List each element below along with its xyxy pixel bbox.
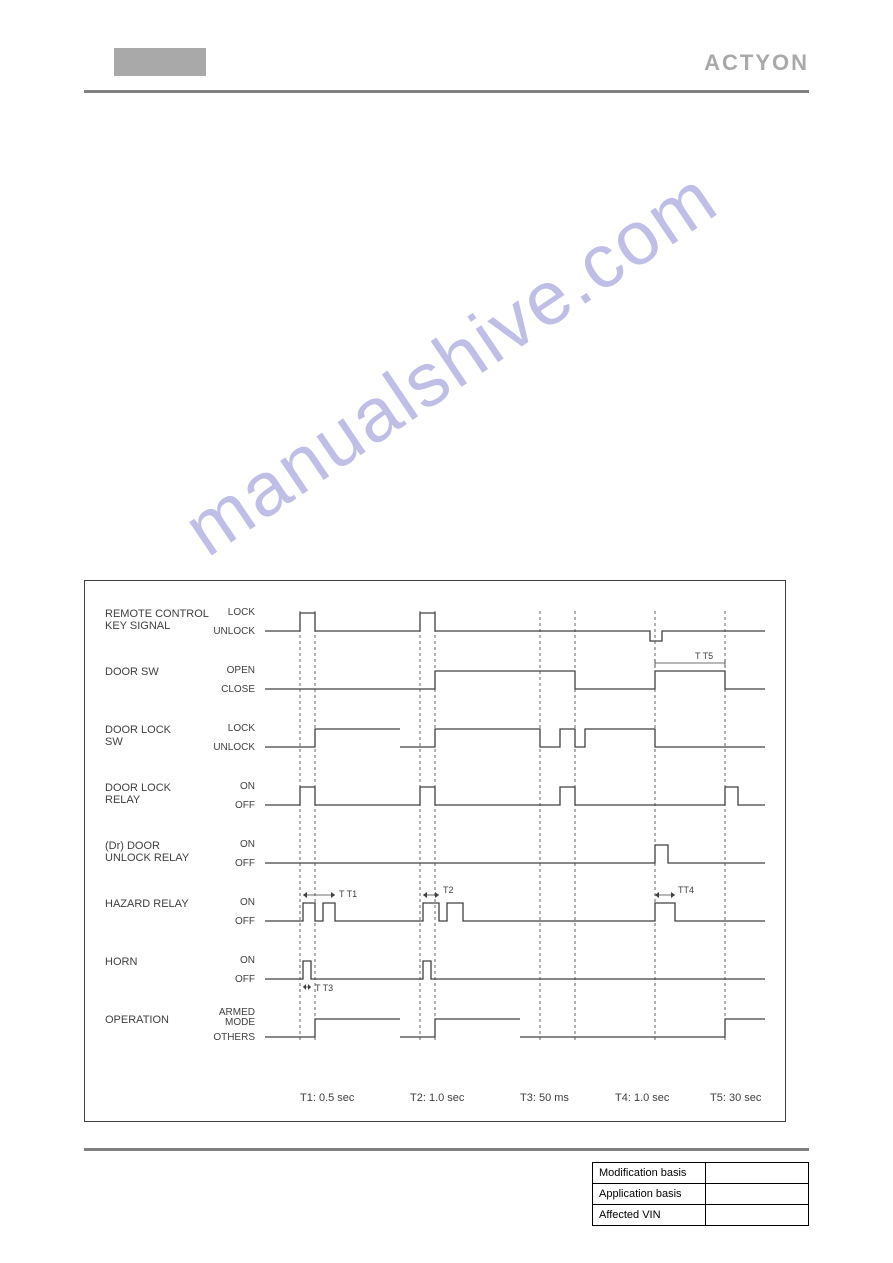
svg-text:ON: ON [240, 839, 255, 850]
svg-text:T3: 50 ms: T3: 50 ms [520, 1092, 569, 1104]
svg-text:ON: ON [240, 955, 255, 966]
svg-text:CLOSE: CLOSE [221, 684, 255, 695]
affected-vin-value [706, 1205, 809, 1226]
svg-text:UNLOCK: UNLOCK [213, 626, 255, 637]
timing-diagram: REMOTE CONTROLKEY SIGNAL LOCK UNLOCK DOOR S… [84, 580, 786, 1122]
mod-basis-value [706, 1163, 809, 1184]
svg-text:T T5: T T5 [695, 651, 713, 661]
brand-logo-text: ACTYON [704, 50, 809, 76]
svg-text:DOOR SW: DOOR SW [105, 666, 159, 678]
svg-text:OTHERS: OTHERS [213, 1032, 255, 1043]
page-header: ACTYON [84, 48, 809, 84]
svg-text:T T1: T T1 [339, 889, 357, 899]
header-rule [84, 90, 809, 93]
svg-text:HAZARD RELAY: HAZARD RELAY [105, 898, 189, 910]
page: ACTYON manualshive.com REMOTE CONTROLKEY… [0, 0, 893, 1263]
app-basis-label: Application basis [593, 1184, 706, 1205]
svg-text:OFF: OFF [235, 974, 255, 985]
svg-text:T1: 0.5 sec: T1: 0.5 sec [300, 1092, 355, 1104]
svg-text:T2: T2 [443, 885, 454, 895]
svg-text:SW: SW [105, 736, 123, 748]
svg-text:ON: ON [240, 781, 255, 792]
svg-text:LOCK: LOCK [228, 723, 256, 734]
svg-text:T2: 1.0 sec: T2: 1.0 sec [410, 1092, 465, 1104]
table-row: Application basis [593, 1184, 809, 1205]
svg-text:DOOR LOCK: DOOR LOCK [105, 724, 172, 736]
app-basis-value [706, 1184, 809, 1205]
svg-text:TT4: TT4 [678, 885, 694, 895]
svg-text:OFF: OFF [235, 858, 255, 869]
svg-text:KEY SIGNAL: KEY SIGNAL [105, 620, 170, 632]
svg-text:DOOR LOCK: DOOR LOCK [105, 782, 172, 794]
svg-text:REMOTE CONTROL: REMOTE CONTROL [105, 608, 209, 620]
svg-text:LOCK: LOCK [228, 607, 256, 618]
affected-vin-label: Affected VIN [593, 1205, 706, 1226]
svg-text:ON: ON [240, 897, 255, 908]
svg-text:OFF: OFF [235, 800, 255, 811]
svg-text:T4: 1.0 sec: T4: 1.0 sec [615, 1092, 670, 1104]
svg-text:HORN: HORN [105, 956, 137, 968]
svg-text:T5: 30 sec: T5: 30 sec [710, 1092, 762, 1104]
table-row: Modification basis [593, 1163, 809, 1184]
svg-text:MODE: MODE [225, 1017, 255, 1028]
svg-text:RELAY: RELAY [105, 794, 141, 806]
svg-text:OPERATION: OPERATION [105, 1014, 169, 1026]
svg-text:OFF: OFF [235, 916, 255, 927]
svg-text:T T3: T T3 [315, 983, 333, 993]
table-row: Affected VIN [593, 1205, 809, 1226]
modification-table: Modification basis Application basis Aff… [592, 1162, 809, 1226]
mod-basis-label: Modification basis [593, 1163, 706, 1184]
watermark: manualshive.com [169, 154, 733, 574]
header-grey-tab [114, 48, 206, 76]
svg-text:UNLOCK: UNLOCK [213, 742, 255, 753]
svg-text:(Dr) DOOR: (Dr) DOOR [105, 840, 160, 852]
svg-text:UNLOCK RELAY: UNLOCK RELAY [105, 852, 190, 864]
svg-text:OPEN: OPEN [227, 665, 255, 676]
footer-rule [84, 1148, 809, 1151]
